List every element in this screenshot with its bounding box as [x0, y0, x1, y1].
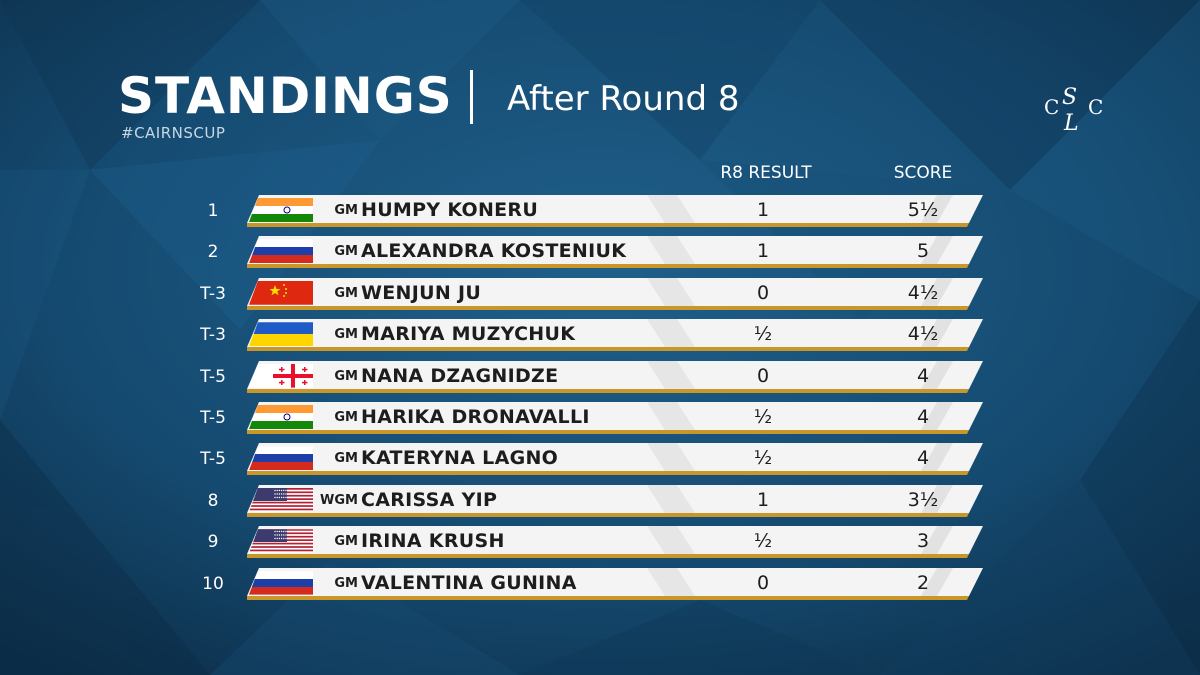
chess-title: WGM: [320, 492, 358, 508]
chess-title: GM: [334, 285, 358, 301]
round-result: 0: [756, 364, 770, 387]
rank: T-5: [200, 366, 226, 387]
chess-title: GM: [334, 534, 358, 550]
round-result: 1: [756, 488, 770, 511]
standings-row: T-5 GM NANA DZAGNIDZE 0 4: [0, 360, 1200, 393]
hashtag: #CAIRNSCUP: [121, 124, 226, 142]
row-bar: [247, 402, 983, 434]
chess-title: GM: [334, 410, 358, 425]
row-bar: [247, 567, 983, 600]
rank: T-3: [200, 325, 226, 346]
india-flag-icon: [249, 405, 313, 429]
russia-flag-icon: [249, 571, 313, 595]
player-name: CARISSA YIP: [361, 488, 498, 511]
standings-row: 9 GM IRINA KRUSH ½ 3: [0, 526, 1200, 559]
round-result: ½: [753, 447, 773, 470]
chess-title: GM: [334, 575, 358, 591]
column-header-score: SCORE: [893, 163, 953, 183]
svg-text:S: S: [1062, 85, 1077, 110]
ukraine-flag-icon: [249, 322, 313, 346]
player-name: VALENTINA GUNINA: [361, 571, 577, 594]
round-result: 0: [756, 281, 770, 304]
row-bar: [247, 484, 983, 517]
total-score: 5: [916, 240, 930, 263]
total-score: 5½: [907, 199, 939, 221]
round-result: ½: [753, 406, 773, 428]
georgia-flag-icon: [249, 364, 313, 388]
svg-text:C: C: [1088, 95, 1103, 119]
round-result: 0: [756, 571, 770, 594]
rank: 2: [207, 242, 219, 263]
rank: T-5: [200, 449, 226, 470]
rank: 10: [202, 573, 224, 594]
rank: T-5: [200, 408, 226, 428]
round-result: 1: [756, 199, 770, 221]
chess-title: GM: [334, 327, 358, 343]
usa-flag-icon: [249, 529, 313, 553]
standings-row: T-3 GM WENJUN JU 0 4½: [0, 277, 1200, 310]
total-score: 4½: [907, 323, 939, 346]
round-subtitle: After Round 8: [507, 79, 740, 119]
chess-title: GM: [334, 203, 358, 218]
page-title: STANDINGS: [118, 67, 453, 125]
russia-flag-icon: [249, 239, 313, 263]
row-bar: [247, 195, 983, 227]
column-header-result: R8 RESULT: [720, 163, 812, 183]
standings-row: 2 GM ALEXANDRA KOSTENIUK 1 5: [0, 236, 1200, 269]
chess-title: GM: [334, 451, 358, 467]
row-bar: [247, 526, 983, 559]
usa-flag-icon: [249, 488, 313, 512]
rank: 8: [207, 490, 219, 511]
player-name: HARIKA DRONAVALLI: [361, 406, 590, 428]
total-score: 4: [916, 406, 930, 428]
rank: 9: [207, 532, 219, 553]
player-name: KATERYNA LAGNO: [361, 447, 559, 470]
row-bar: [247, 360, 983, 393]
player-name: IRINA KRUSH: [361, 530, 505, 553]
chess-title: GM: [334, 244, 358, 260]
svg-text:C: C: [1044, 95, 1059, 119]
total-score: 2: [916, 571, 930, 594]
player-name: HUMPY KONERU: [361, 199, 539, 221]
standings-row: 10 GM VALENTINA GUNINA 0 2: [0, 567, 1200, 600]
row-bar: [247, 236, 983, 269]
total-score: 3½: [907, 488, 939, 511]
title-divider: [470, 70, 473, 124]
round-result: 1: [756, 240, 770, 263]
rank: T-3: [200, 283, 226, 304]
rank: 1: [207, 201, 219, 221]
player-name: WENJUN JU: [361, 281, 482, 304]
round-result: ½: [753, 530, 773, 553]
total-score: 4: [916, 364, 930, 387]
player-name: NANA DZAGNIDZE: [361, 364, 559, 387]
player-name: ALEXANDRA KOSTENIUK: [361, 240, 627, 263]
standings-row: T-3 GM MARIYA MUZYCHUK ½ 4½: [0, 319, 1200, 352]
india-flag-icon: [249, 198, 313, 222]
row-bar: [247, 319, 983, 352]
club-logo: C S L C: [1044, 85, 1103, 136]
russia-flag-icon: [249, 446, 313, 470]
svg-text:L: L: [1063, 111, 1079, 136]
standings-row: T-5 GM KATERYNA LAGNO ½ 4: [0, 443, 1200, 476]
standings-row: T-5 GM HARIKA DRONAVALLI ½ 4: [0, 402, 1200, 434]
total-score: 4½: [907, 281, 939, 304]
row-bar: [247, 443, 983, 476]
china-flag-icon: [249, 281, 313, 305]
chess-title: GM: [334, 368, 358, 384]
row-bar: [247, 277, 983, 310]
standings-row: 1 GM HUMPY KONERU 1 5½: [0, 195, 1200, 227]
total-score: 3: [916, 530, 930, 553]
player-name: MARIYA MUZYCHUK: [361, 323, 576, 346]
total-score: 4: [916, 447, 930, 470]
standings-row: 8 WGM CARISSA YIP 1 3½: [0, 484, 1200, 517]
round-result: ½: [753, 323, 773, 346]
